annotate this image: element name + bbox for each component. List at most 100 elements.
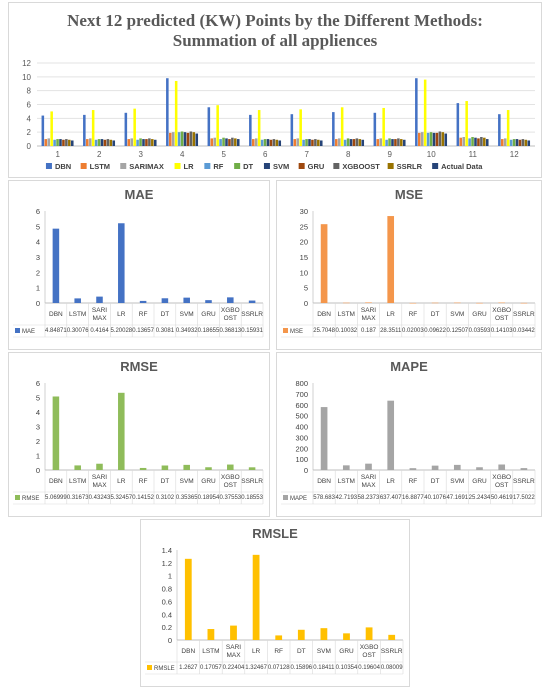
rmsle-y-tick-label: 0.8 (162, 585, 172, 594)
top-bar-gru (518, 139, 522, 146)
mape-y-tick-label: 400 (295, 423, 308, 432)
top-bar-xgboost (314, 139, 317, 146)
top-bar-sarimax (462, 137, 465, 146)
mse-x-tick-label: RF (409, 311, 418, 318)
rmsle-value-label: 1.32467 (245, 665, 267, 671)
mae-x-tick-label: DT (161, 311, 170, 318)
top-bar-sarimax (47, 138, 50, 146)
top-bar-dt (305, 139, 308, 146)
mae-bar (139, 300, 147, 303)
rmse-x-tick-label: SSRLR (241, 478, 263, 485)
mae-bar (74, 298, 81, 303)
top-x-tick-label: 10 (427, 150, 436, 159)
rmse-bar (248, 467, 256, 470)
top-bar-lstm (335, 139, 338, 146)
rmse-bar (52, 396, 60, 470)
rmse-value-label: 0.37553 (219, 495, 241, 501)
top-bar-sarimax (130, 138, 133, 146)
top-bar-svm (432, 132, 436, 146)
top-bar-dbn (498, 114, 501, 146)
rmse-bar (139, 467, 147, 470)
top-bar-rf (219, 139, 222, 146)
top-bar-xgboost (521, 139, 525, 146)
rmsle-value-label: 0.15896 (290, 665, 312, 671)
top-bar-lstm (376, 139, 380, 146)
mae-x-tick-label: GRU (201, 311, 216, 318)
rmse-value-label: 0.31673 (67, 495, 89, 501)
rmse-chart-panel: RMSE 0 1 2 3 4 5 6 DBN 5.06999 LSTM 0.31673 SARI MAX… (8, 352, 270, 517)
top-bar-dt (56, 139, 59, 146)
top-x-tick-label: 3 (139, 150, 144, 159)
rmse-y-tick-label: 5 (36, 394, 40, 403)
mse-y-tick-label: 10 (300, 268, 308, 277)
top-chart-title-block: Next 12 predicted (KW) Points by the Dif… (9, 11, 541, 51)
top-bar-actual-data (70, 140, 74, 146)
mse-x-tick-label: DBN (317, 311, 331, 318)
top-bar-gru (435, 132, 439, 146)
mse-x-tick-label: LSTM (338, 311, 355, 318)
top-legend-label: GRU (308, 162, 325, 171)
top-bar-actual-data (527, 140, 531, 146)
rmsle-bar (252, 554, 260, 640)
top-bar-gru (145, 139, 148, 146)
rmse-x-tick-label: LSTM (69, 478, 86, 485)
mae-value-label: 0.13657 (132, 328, 154, 334)
top-bar-lstm (44, 139, 48, 146)
mse-x-tick-label: SVM (450, 311, 464, 318)
rmsle-y-tick-label: 1.4 (162, 546, 172, 555)
top-bar-lstm (210, 138, 214, 146)
mse-x-tick-label: SSRLR (513, 311, 535, 318)
top-bar-gru (311, 139, 314, 146)
mae-legend-swatch (15, 328, 20, 333)
rmse-x-tick-label: RF (139, 478, 148, 485)
rmse-bar (118, 392, 125, 470)
rmse-x-tick-label: DT (161, 478, 170, 485)
top-x-tick-label: 1 (56, 150, 61, 159)
top-bar-sarimax (503, 138, 507, 146)
rmsle-bar (230, 625, 237, 640)
mse-bar (498, 302, 506, 304)
rmsle-x-tick-label: XGBO OST (360, 644, 379, 659)
top-legend-swatch (120, 163, 127, 169)
mape-x-tick-label: DBN (317, 478, 331, 485)
top-bar-ssrlr (358, 139, 362, 146)
mse-legend-swatch (283, 328, 288, 333)
top-bar-svm (225, 138, 228, 146)
top-bar-actual-data (402, 139, 406, 146)
mape-bar (409, 468, 417, 470)
top-bar-rf (302, 139, 305, 146)
mae-x-tick-label: DBN (49, 311, 63, 318)
mae-bar (96, 296, 103, 303)
mape-bar (431, 465, 439, 470)
mse-x-tick-label: GRU (472, 311, 487, 318)
rmsle-x-tick-label: LR (252, 648, 261, 655)
rmse-bar (183, 464, 190, 470)
rmsle-x-tick-label: SVM (317, 648, 331, 655)
rmsle-y-tick-label: 0.6 (162, 597, 172, 606)
mape-chart-title: MAPE (390, 359, 428, 374)
top-bar-rf (136, 139, 139, 146)
mse-value-label: 0.03442 (513, 328, 535, 334)
top-bar-lstm (252, 139, 255, 146)
top-bar-dbn (41, 115, 45, 146)
rmsle-value-label: 0.17057 (200, 665, 222, 671)
top-bar-dbn (249, 114, 252, 146)
mape-value-label: 578.683 (313, 495, 335, 501)
mape-legend-label: MAPE (290, 496, 307, 502)
mae-y-tick-label: 1 (36, 284, 40, 293)
rmsle-bar (207, 629, 215, 640)
top-bar-xgboost (231, 137, 234, 146)
top-bar-xgboost (272, 139, 276, 146)
top-bar-sarimax (420, 132, 424, 146)
top-bar-sarimax (213, 137, 216, 146)
rmsle-chart-panel: RMSLE 0 0.2 0.4 0.6 0.8 1 1.2 1.4 DBN 1.2627 LSTM 0… (140, 519, 410, 687)
top-chart-panel: Next 12 predicted (KW) Points by the Dif… (8, 2, 542, 178)
mae-y-tick-label: 2 (36, 268, 40, 277)
mse-value-label: 0.14103 (491, 328, 513, 334)
mae-x-tick-label: RF (139, 311, 148, 318)
mse-x-tick-label: DT (431, 311, 440, 318)
mse-y-tick-label: 20 (300, 238, 308, 247)
mae-y-tick-label: 0 (36, 299, 40, 308)
top-bar-svm (308, 139, 311, 146)
